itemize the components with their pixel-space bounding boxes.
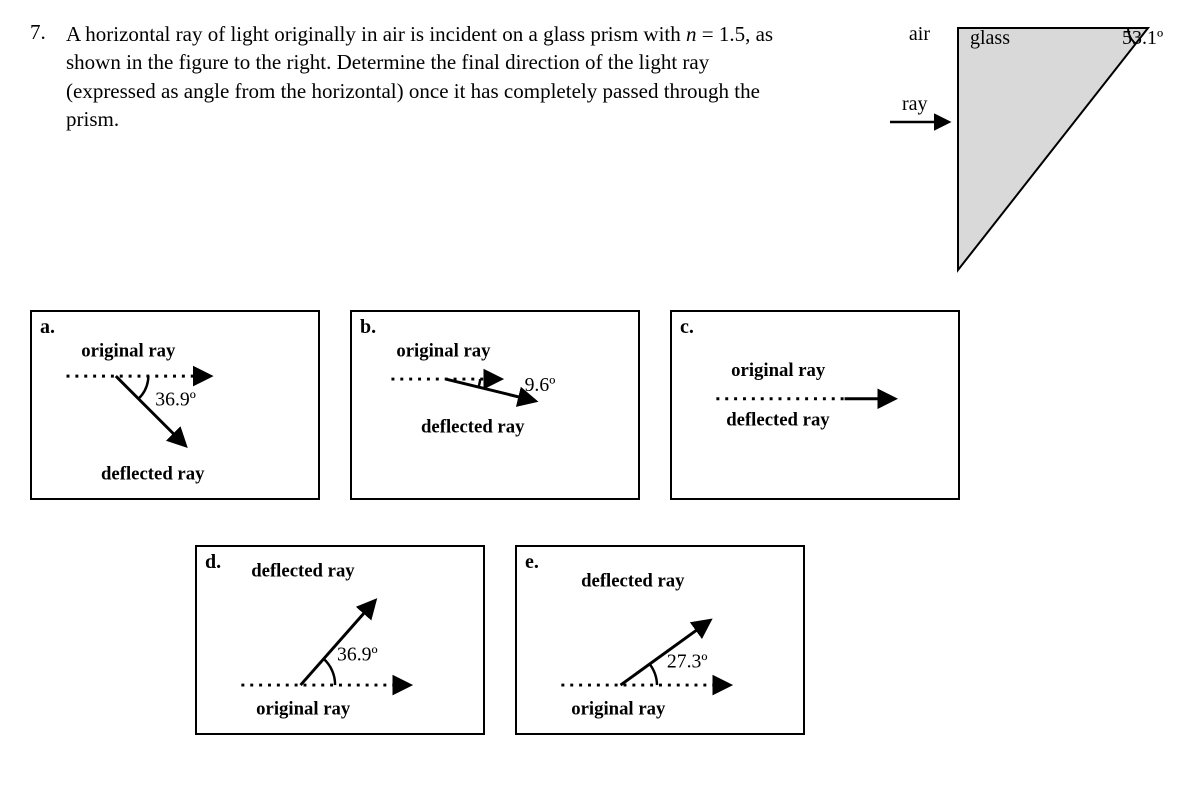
svg-text:deflected ray: deflected ray [251, 561, 355, 582]
svg-text:deflected ray: deflected ray [421, 416, 525, 437]
option-d: d. deflected ray 36.9º original ray [195, 545, 485, 735]
prism-figure: air glass 53.1º ray [870, 18, 1170, 278]
options-row-2: d. deflected ray 36.9º original ray e. [195, 545, 805, 735]
svg-text:original ray: original ray [571, 699, 666, 720]
svg-text:original ray: original ray [81, 340, 176, 361]
svg-text:9.6º: 9.6º [525, 374, 556, 396]
option-e: e. deflected ray 27.3º original ray [515, 545, 805, 735]
option-c: c. original ray deflected ray [670, 310, 960, 500]
glass-label: glass [970, 27, 1010, 49]
question-number: 7. [30, 20, 52, 45]
svg-text:original ray: original ray [396, 340, 491, 361]
svg-text:deflected ray: deflected ray [726, 409, 830, 430]
svg-text:deflected ray: deflected ray [581, 570, 685, 591]
svg-text:original ray: original ray [731, 360, 826, 381]
prism-angle: 53.1º [1122, 27, 1163, 49]
svg-text:27.3º: 27.3º [667, 650, 708, 672]
svg-text:36.9º: 36.9º [337, 643, 378, 665]
options-row-1: a. original ray 36.9º deflected ray b. [30, 310, 960, 500]
ray-label: ray [902, 93, 928, 115]
option-b: b. original ray 9.6º deflected ray [350, 310, 640, 500]
svg-text:36.9º: 36.9º [155, 389, 196, 411]
svg-text:deflected ray: deflected ray [101, 464, 205, 485]
question-text: A horizontal ray of light originally in … [66, 20, 786, 133]
option-a: a. original ray 36.9º deflected ray [30, 310, 320, 500]
air-label: air [909, 23, 930, 45]
svg-text:original ray: original ray [256, 699, 351, 720]
